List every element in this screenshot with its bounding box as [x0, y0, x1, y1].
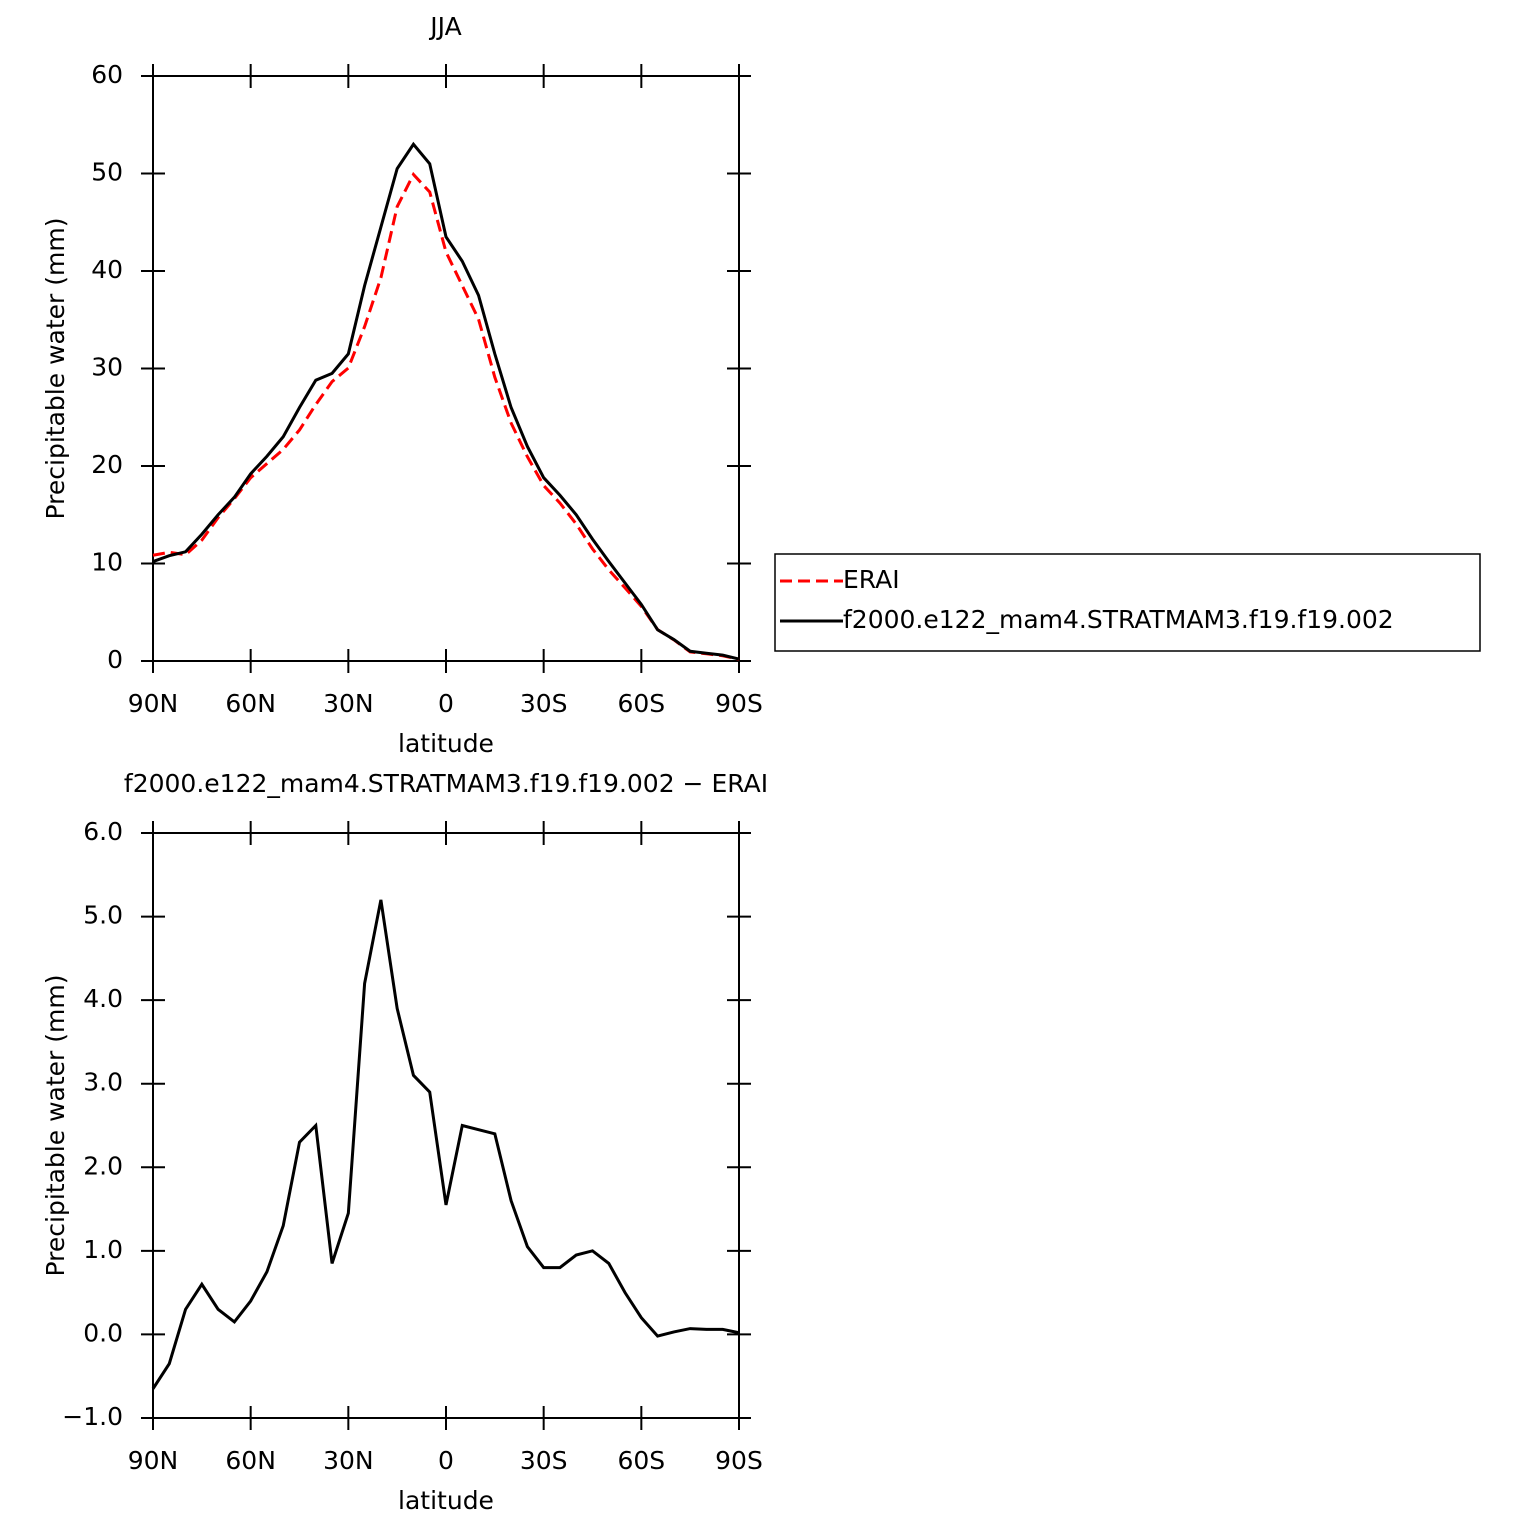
legend-label: f2000.e122_mam4.STRATMAM3.f19.f19.002 [843, 605, 1394, 634]
y-tick-label: 1.0 [83, 1235, 123, 1264]
x-tick-label: 30S [520, 689, 568, 718]
y-tick-label: 5.0 [83, 901, 123, 930]
x-axis-label: latitude [398, 1486, 494, 1515]
x-tick-label: 0 [438, 1446, 454, 1475]
y-axis-label: Precipitable water (mm) [41, 975, 70, 1277]
x-tick-label: 30S [520, 1446, 568, 1475]
x-tick-label: 30N [323, 689, 374, 718]
x-tick-label: 60N [225, 689, 276, 718]
line-series [151, 899, 740, 1390]
x-tick-label: 90N [128, 1446, 179, 1475]
y-tick-label: 0.0 [83, 1318, 123, 1347]
x-tick-label: 90N [128, 689, 179, 718]
x-tick-label: 60N [225, 1446, 276, 1475]
x-tick-label: 60S [617, 1446, 665, 1475]
y-tick-label: 2.0 [83, 1151, 123, 1180]
y-axis-label: Precipitable water (mm) [41, 218, 70, 520]
plot-frame [152, 832, 740, 1419]
x-tick-label: 60S [617, 689, 665, 718]
chart-title: JJA [428, 12, 461, 41]
y-tick-label: 20 [91, 450, 123, 479]
y-tick-label: 6.0 [83, 817, 123, 846]
x-tick-label: 90S [715, 689, 763, 718]
y-tick-label: 30 [91, 353, 123, 382]
line-series [152, 141, 740, 661]
y-tick-label: 50 [91, 158, 123, 187]
plot-frame [152, 75, 740, 662]
y-tick-label: 60 [91, 60, 123, 89]
x-tick-label: 30N [323, 1446, 374, 1475]
chart-title: f2000.e122_mam4.STRATMAM3.f19.f19.002 − … [124, 769, 768, 798]
y-tick-label: 40 [91, 255, 123, 284]
x-tick-label: 0 [438, 689, 454, 718]
x-tick-label: 90S [715, 1446, 763, 1475]
y-tick-label: 0 [107, 645, 123, 674]
y-tick-label: 10 [91, 548, 123, 577]
x-axis-label: latitude [398, 729, 494, 758]
y-tick-label: 3.0 [83, 1068, 123, 1097]
line-series [152, 171, 740, 661]
legend-label: ERAI [843, 565, 900, 594]
legend-box [774, 553, 1481, 652]
y-tick-label: 4.0 [83, 984, 123, 1013]
y-tick-label: −1.0 [62, 1402, 123, 1431]
